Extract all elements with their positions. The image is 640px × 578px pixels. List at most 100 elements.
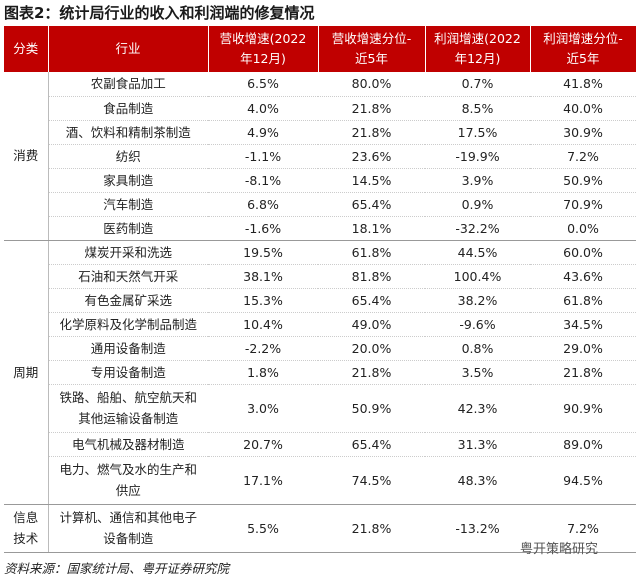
value-cell: 74.5% xyxy=(318,456,425,505)
value-cell: 100.4% xyxy=(425,264,530,289)
value-cell: 3.5% xyxy=(425,360,530,385)
table-row: 通用设备制造 -2.2% 20.0% 0.8% 29.0% xyxy=(4,336,636,361)
group-cell: 周期 xyxy=(4,240,49,505)
header-cell: 分类 xyxy=(4,26,49,72)
text-line: 近5年 xyxy=(566,51,600,66)
industry-cell: 农副食品加工 xyxy=(48,72,208,97)
industry-cell: 化学原料及化学制品制造 xyxy=(48,312,208,337)
text-line: 电气机械及器材制造 xyxy=(71,436,185,452)
text-line: 营收增速分位- xyxy=(331,31,412,46)
text-line: 年12月) xyxy=(240,51,286,66)
table-row: 专用设备制造 1.8% 21.8% 3.5% 21.8% xyxy=(4,360,636,385)
value-cell: 1.8% xyxy=(208,360,318,385)
value-cell: 17.1% xyxy=(208,456,318,505)
value-cell: -19.9% xyxy=(425,144,530,169)
header-row: 分类 行业 营收增速(2022 年12月) 营收增速分位- 近5年 利润增速(2022 年12… xyxy=(4,26,637,72)
text-line: 分类 xyxy=(13,41,39,56)
header-cell: 利润增速(2022 年12月) xyxy=(425,26,531,72)
table-row: 石油和天然气开采 38.1% 81.8% 100.4% 43.6% xyxy=(4,264,636,289)
industry-cell: 计算机、通信和其他电子 设备制造 xyxy=(48,504,208,553)
industry-cell: 铁路、船舶、航空航天和 其他运输设备制造 xyxy=(48,384,208,433)
text-line: 石油和天然气开采 xyxy=(78,268,179,284)
table-row: 周期 煤炭开采和洗选 19.5% 61.8% 44.5% 60.0% xyxy=(4,240,636,505)
table-row: 医药制造 -1.6% 18.1% -32.2% 0.0% xyxy=(4,216,636,241)
table-row: 消费 农副食品加工 6.5% 80.0% 0.7% 41.8% xyxy=(4,72,636,241)
value-cell: 29.0% xyxy=(530,336,636,361)
text-line: 设备制造 xyxy=(103,531,154,546)
header-cell: 营收增速(2022 年12月) xyxy=(208,26,319,72)
value-cell: 18.1% xyxy=(318,216,425,241)
value-cell: 61.8% xyxy=(318,240,425,265)
group-cell: 信息 技术 xyxy=(4,504,49,553)
header-cell: 营收增速分位- 近5年 xyxy=(318,26,426,72)
industry-cell: 有色金属矿采选 xyxy=(48,288,208,313)
text-line: 利润增速(2022 xyxy=(434,31,521,46)
value-cell: 17.5% xyxy=(425,120,530,145)
value-cell: 10.4% xyxy=(208,312,318,337)
value-cell: 8.5% xyxy=(425,96,530,121)
watermark: 粤开策略研究 xyxy=(520,542,599,557)
value-cell: 90.9% xyxy=(530,384,636,433)
industry-cell: 家具制造 xyxy=(48,168,208,193)
text-line: 年12月) xyxy=(454,51,501,66)
text-line: 农副食品加工 xyxy=(90,76,166,92)
industry-cell: 电气机械及器材制造 xyxy=(48,432,208,457)
text-line: 消费 xyxy=(13,148,39,164)
value-cell: 4.9% xyxy=(208,120,318,145)
value-cell: 89.0% xyxy=(530,432,636,457)
value-cell: 34.5% xyxy=(530,312,636,337)
value-cell: 21.8% xyxy=(318,96,425,121)
table-row: 食品制造 4.0% 21.8% 8.5% 40.0% xyxy=(4,96,636,121)
table-body: 消费 农副食品加工 6.5% 80.0% 0.7% 41.8% 食品制造 4.0% 21.8% 8… xyxy=(4,72,636,553)
value-cell: 80.0% xyxy=(318,72,425,97)
text-line: 家具制造 xyxy=(103,172,154,188)
text-line: 电力、燃气及水的生产和 xyxy=(59,462,197,477)
table-row: 电气机械及器材制造 20.7% 65.4% 31.3% 89.0% xyxy=(4,432,636,457)
value-cell: -1.6% xyxy=(208,216,318,241)
industry-cell: 酒、饮料和精制茶制造 xyxy=(48,120,208,145)
value-cell: 4.0% xyxy=(208,96,318,121)
text-line: 酒、饮料和精制茶制造 xyxy=(65,124,191,140)
industry-cell: 专用设备制造 xyxy=(48,360,208,385)
value-cell: 0.0% xyxy=(530,216,636,241)
value-cell: 48.3% xyxy=(425,456,530,505)
header-cell: 利润增速分位- 近5年 xyxy=(530,26,637,72)
text-line: 通用设备制造 xyxy=(90,340,166,356)
industry-cell: 食品制造 xyxy=(48,96,208,121)
text-line: 营收增速(2022 xyxy=(219,31,307,46)
value-cell: 21.8% xyxy=(318,360,425,385)
value-cell: 70.9% xyxy=(530,192,636,217)
value-cell: 7.2% xyxy=(530,504,636,553)
value-cell: 14.5% xyxy=(318,168,425,193)
value-cell: 81.8% xyxy=(318,264,425,289)
value-cell: 6.8% xyxy=(208,192,318,217)
text-line: 专用设备制造 xyxy=(90,364,166,380)
text-line: 行业 xyxy=(115,41,141,56)
value-cell: 0.9% xyxy=(425,192,530,217)
text-line: 供应 xyxy=(115,483,141,498)
text-line: 有色金属矿采选 xyxy=(84,292,172,308)
value-cell: 7.2% xyxy=(530,144,636,169)
value-cell: 0.7% xyxy=(425,72,530,97)
value-cell: 5.5% xyxy=(208,504,318,553)
title: 图表2：统计局行业的收入和利润端的修复情况 xyxy=(4,4,315,22)
text-line: 煤炭开采和洗选 xyxy=(84,244,172,260)
value-cell: 15.3% xyxy=(208,288,318,313)
value-cell: 49.0% xyxy=(318,312,425,337)
value-cell: 42.3% xyxy=(425,384,530,433)
industry-cell: 石油和天然气开采 xyxy=(48,264,208,289)
value-cell: 65.4% xyxy=(318,192,425,217)
table-row: 家具制造 -8.1% 14.5% 3.9% 50.9% xyxy=(4,168,636,193)
value-cell: -8.1% xyxy=(208,168,318,193)
table-row: 酒、饮料和精制茶制造 4.9% 21.8% 17.5% 30.9% xyxy=(4,120,636,145)
value-cell: 65.4% xyxy=(318,432,425,457)
value-cell: 21.8% xyxy=(530,360,636,385)
text-line: 医药制造 xyxy=(103,220,154,236)
value-cell: 31.3% xyxy=(425,432,530,457)
value-cell: 20.7% xyxy=(208,432,318,457)
value-cell: 38.1% xyxy=(208,264,318,289)
text-line: 近5年 xyxy=(355,51,388,66)
table-row: 纺织 -1.1% 23.6% -19.9% 7.2% xyxy=(4,144,636,169)
value-cell: 3.0% xyxy=(208,384,318,433)
text-line: 纺织 xyxy=(115,148,141,164)
